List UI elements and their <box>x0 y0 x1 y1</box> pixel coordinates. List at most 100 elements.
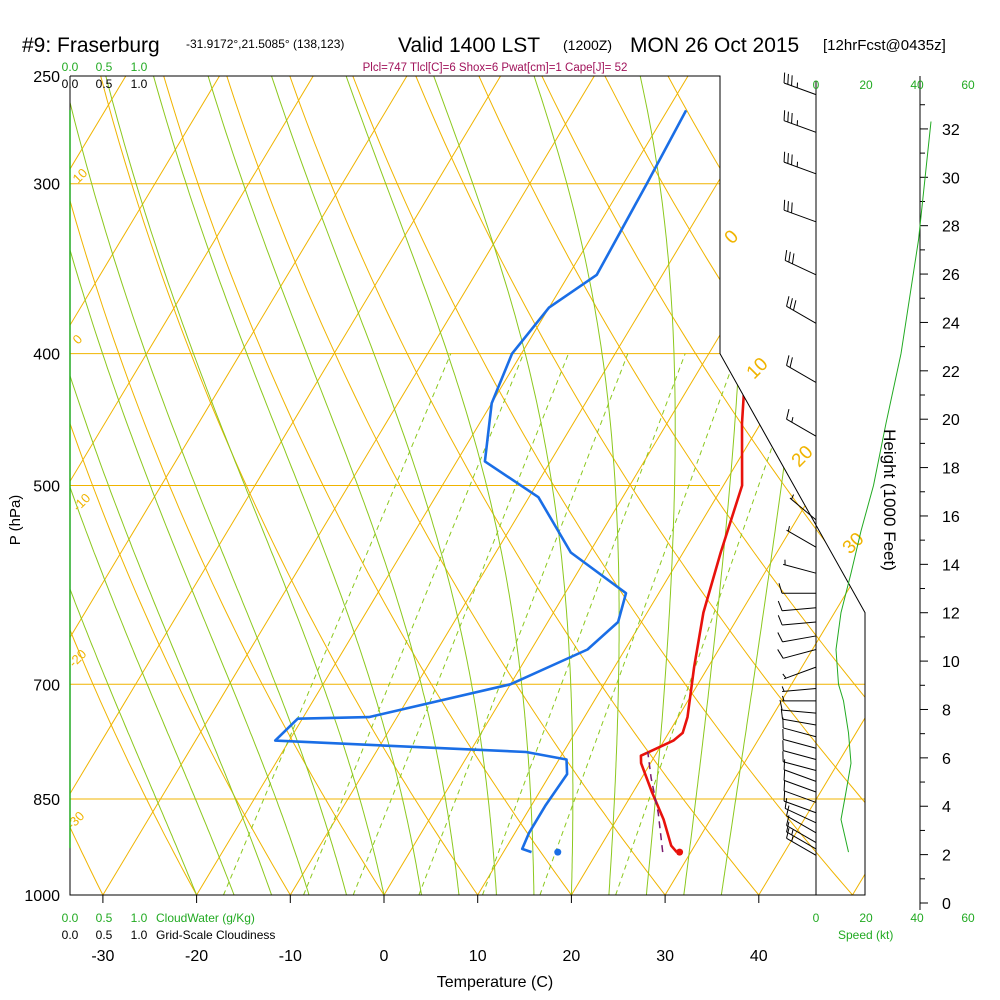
isotherm-label: 0 <box>70 331 86 347</box>
wind-barb-staff <box>783 666 817 680</box>
isotherm-line <box>758 76 865 895</box>
wind-barb-staff <box>783 649 817 659</box>
isotherm-line <box>70 76 408 895</box>
height-axis-title: Height (1000 Feet) <box>880 429 899 571</box>
wind-barb-staff <box>783 161 817 175</box>
wind-barb-staff <box>783 769 817 782</box>
wind-barb-feather <box>783 759 786 770</box>
wind-barb <box>786 355 817 383</box>
background-grid <box>70 75 865 896</box>
moist-adiabat-line <box>207 76 460 895</box>
height-tick-label: 8 <box>942 702 951 719</box>
pressure-tick-label: 500 <box>33 479 60 496</box>
wind-barb-staff <box>786 365 817 383</box>
wind-barb-staff <box>782 607 817 612</box>
height-tick-label: 4 <box>942 799 951 816</box>
wind-speed-axis-label: Speed (kt) <box>838 928 893 942</box>
wind-barb-feather <box>784 250 788 261</box>
temperature-tick-label: 40 <box>750 948 768 965</box>
wind-barb <box>786 828 817 856</box>
wind-barb-feather <box>784 798 788 809</box>
isotherm-line <box>289 76 783 895</box>
cloud-water-tick-top: 0.0 <box>62 60 79 74</box>
wind-barb-half-feather <box>791 836 794 842</box>
height-tick-label: 2 <box>942 848 951 865</box>
wind-barb-staff <box>783 779 817 793</box>
wind-barb <box>777 649 817 659</box>
isotherm-label: 30 <box>839 529 869 559</box>
zulu-time: (1200Z) <box>563 37 612 53</box>
dewpoint-profile <box>273 109 688 854</box>
wind-barb-feather <box>783 72 786 84</box>
wind-barb <box>782 666 817 680</box>
station-coords: -31.9172°,21.5085° (138,123) <box>186 37 344 51</box>
mixing-ratio-label: 2 <box>297 901 312 917</box>
height-tick-label: 24 <box>942 315 960 332</box>
height-tick-label: 18 <box>942 461 960 478</box>
wind-barb-feather <box>789 357 793 368</box>
height-tick-label: 0 <box>942 896 951 913</box>
wind-barb-staff <box>783 790 817 803</box>
moist-adiabat-line <box>345 76 535 895</box>
wind-barb <box>786 525 817 548</box>
wind-barb-staff <box>783 120 817 133</box>
mixing-ratio-line <box>539 353 738 895</box>
wind-barb-feather <box>777 649 784 659</box>
wind-barb <box>784 250 817 276</box>
wind-barb-feather <box>786 355 790 366</box>
wind-barb <box>782 728 817 749</box>
cloud-water-tick-bottom: 0.5 <box>96 911 113 925</box>
wind-barb-half-feather <box>781 686 785 692</box>
cloud-water-tick-top: 1.0 <box>131 60 148 74</box>
wind-barb-feather <box>788 251 791 263</box>
mixing-ratio-line <box>615 353 806 895</box>
wind-barb-feather <box>786 828 790 839</box>
mixing-ratio-label: 5 <box>412 901 427 917</box>
temperature-tick-label: 30 <box>656 948 674 965</box>
moist-adiabat-line <box>271 76 497 895</box>
isotherm-line <box>102 76 595 895</box>
wind-barb <box>777 600 817 612</box>
wind-barb-feather <box>777 632 783 643</box>
temperature-tick-label: -20 <box>185 948 208 965</box>
wind-barb <box>781 686 817 692</box>
mixing-ratio-line <box>418 353 629 895</box>
cloud-water-label: CloudWater (g/Kg) <box>156 911 255 925</box>
height-tick-label: 12 <box>942 606 960 623</box>
plot-frame <box>69 75 866 896</box>
wind-barb <box>783 780 817 803</box>
wind-barb <box>784 798 817 824</box>
wind-barb <box>783 199 817 223</box>
wind-barb-staff <box>784 808 817 824</box>
wind-barb-staff <box>783 750 817 760</box>
wind-barb-half-feather <box>791 829 794 836</box>
cloudiness-tick-bottom: 0.0 <box>62 928 79 942</box>
wind-barb-feather <box>786 296 790 307</box>
wind-barb-feather <box>792 300 797 311</box>
height-tick-label: 22 <box>942 364 960 381</box>
wind-barb-staff <box>783 563 817 574</box>
wind-barb-feather <box>791 253 795 264</box>
height-tick-label: 26 <box>942 267 960 284</box>
wind-barb-staff <box>782 687 817 692</box>
pressure-tick-label: 1000 <box>24 888 60 905</box>
mixing-ratio-label: 3 <box>346 901 361 917</box>
height-tick-label: 6 <box>942 751 951 768</box>
dry-adiabat-line <box>163 76 572 895</box>
temperature-tick-label: -30 <box>91 948 114 965</box>
wind-barb-half-feather <box>791 494 795 500</box>
wind-barb <box>789 494 817 521</box>
height-tick-label: 30 <box>942 170 960 187</box>
dry-adiabat-line <box>100 76 479 895</box>
wind-barb-feather <box>779 699 783 711</box>
isotherm-label: 10 <box>743 354 773 384</box>
height-tick-label: 32 <box>942 122 960 139</box>
wind-barb <box>786 815 817 843</box>
cloudiness-tick-top: 0.0 <box>62 77 79 91</box>
plot-area: 1 2 3 5 8 12 20 <box>70 76 865 917</box>
mixing-ratio-line <box>352 353 569 895</box>
wind-barb-half-feather <box>787 525 790 532</box>
station-title: #9: Fraserburg <box>22 34 160 57</box>
isotherm-line <box>70 76 314 895</box>
wind-speed-profile <box>835 121 932 853</box>
